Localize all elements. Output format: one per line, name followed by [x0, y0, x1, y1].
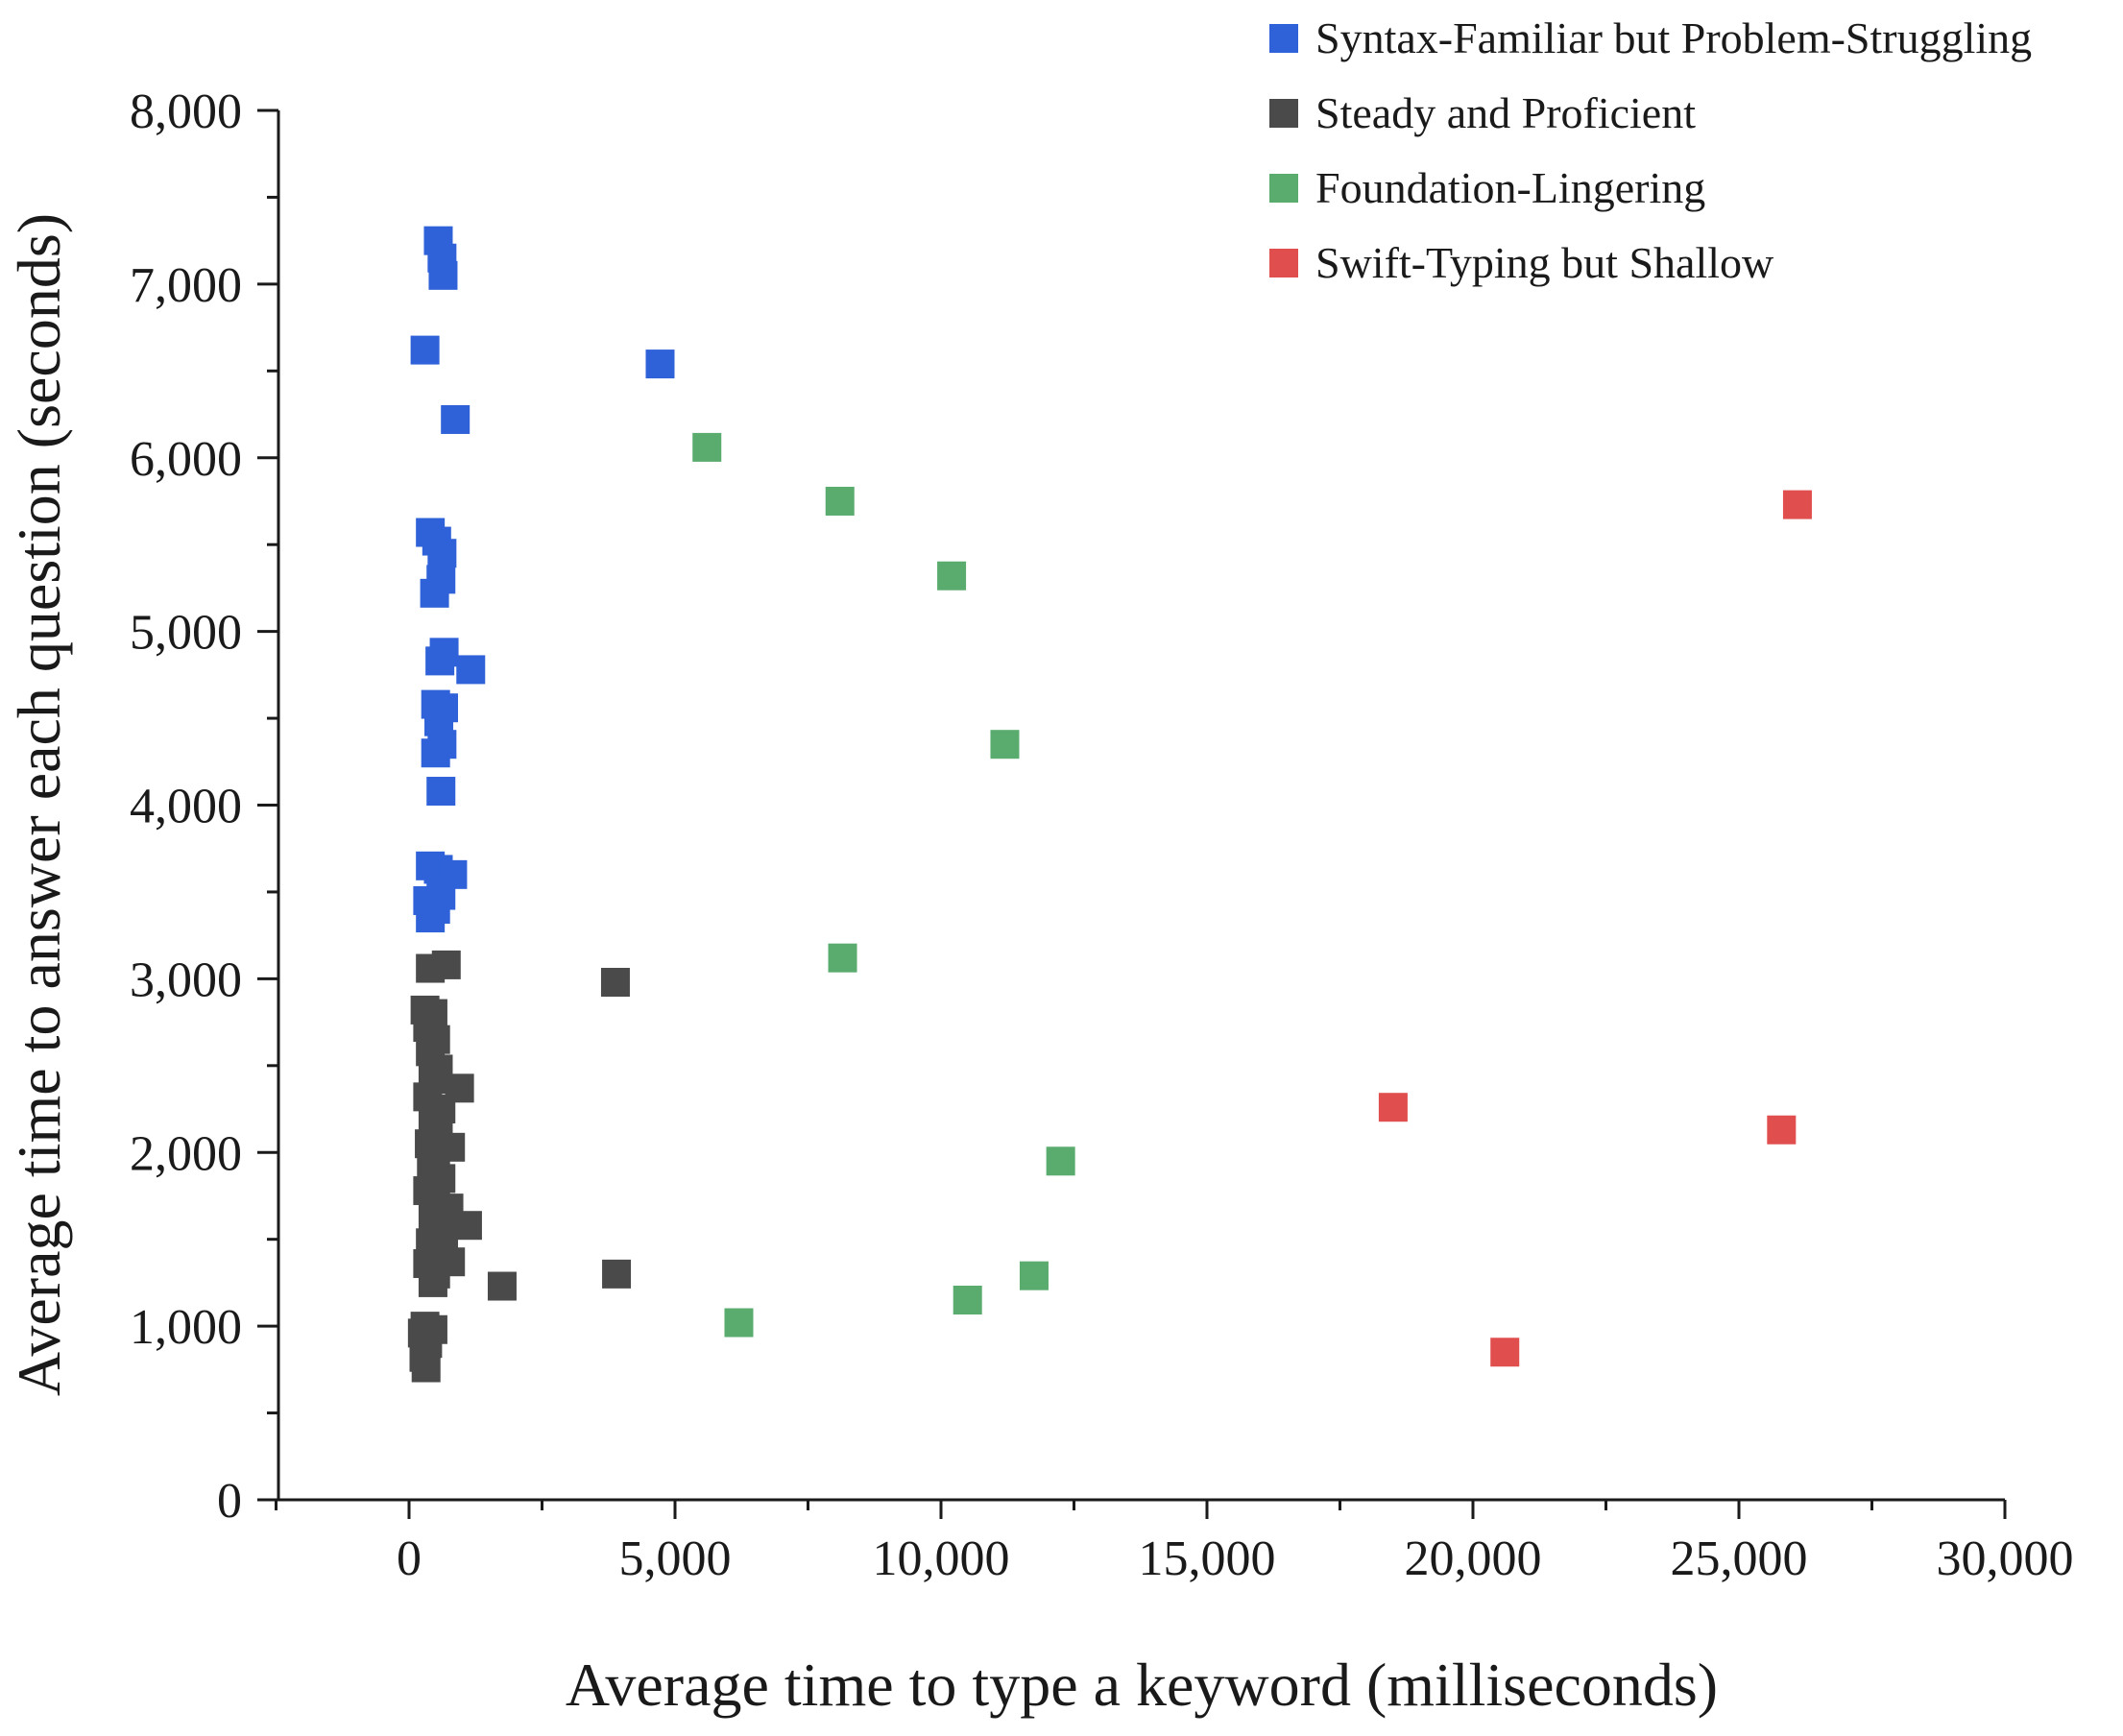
- y-tick-label: 2,000: [130, 1126, 242, 1181]
- data-point-swift-typing-but-shallow: [1767, 1115, 1797, 1145]
- data-point-syntax-familiar-but-problem-struggling: [420, 578, 449, 608]
- x-tick-label: 10,000: [873, 1531, 1010, 1586]
- data-point-syntax-familiar-but-problem-struggling: [427, 539, 457, 568]
- data-point-foundation-lingering: [692, 432, 722, 462]
- y-tick-label: 4,000: [130, 780, 242, 834]
- y-tick-label: 5,000: [130, 606, 242, 661]
- legend-label: Foundation-Lingering: [1315, 163, 1705, 212]
- data-point-steady-and-proficient: [602, 1259, 632, 1289]
- legend: Syntax-Familiar but Problem-Struggling St…: [1269, 13, 2032, 287]
- data-point-syntax-familiar-but-problem-struggling: [428, 260, 458, 290]
- data-point-syntax-familiar-but-problem-struggling: [426, 777, 456, 807]
- x-tick-label: 0: [397, 1531, 422, 1586]
- data-point-foundation-lingering: [990, 730, 1020, 760]
- x-tick-label: 20,000: [1405, 1531, 1542, 1586]
- data-point-syntax-familiar-but-problem-struggling: [410, 335, 440, 365]
- y-tick-label: 7,000: [130, 258, 242, 313]
- x-tick-label: 25,000: [1671, 1531, 1808, 1586]
- x-tick-label: 15,000: [1139, 1531, 1276, 1586]
- legend-swatch: [1269, 24, 1298, 53]
- legend-label: Syntax-Familiar but Problem-Struggling: [1315, 13, 2032, 62]
- data-point-swift-typing-but-shallow: [1490, 1338, 1520, 1367]
- x-tick-label: 5,000: [619, 1531, 732, 1586]
- y-tick-label: 0: [217, 1474, 242, 1529]
- data-point-steady-and-proficient: [487, 1271, 517, 1301]
- y-axis-ticks: 0 1,000 2,000 3,000 4,000 5,000 6,000 7,000 8,00…: [130, 84, 278, 1529]
- data-point-foundation-lingering: [953, 1285, 982, 1314]
- plot-area: 0 1,000 2,000 3,000 4,000 5,000 6,000 7,000 8,00…: [130, 84, 2074, 1586]
- data-point-foundation-lingering: [937, 561, 967, 591]
- data-point-foundation-lingering: [825, 486, 855, 516]
- data-point-steady-and-proficient: [600, 967, 630, 997]
- y-tick-label: 6,000: [130, 432, 242, 487]
- data-point-syntax-familiar-but-problem-struggling: [421, 738, 450, 768]
- legend-swatch: [1269, 249, 1298, 277]
- data-point-steady-and-proficient: [418, 1267, 447, 1297]
- y-axis-title: Average time to answer each question (se…: [5, 213, 73, 1396]
- data-point-foundation-lingering: [1046, 1146, 1075, 1176]
- y-tick-label: 3,000: [130, 952, 242, 1007]
- data-point-steady-and-proficient: [452, 1211, 482, 1241]
- legend-label: Steady and Proficient: [1315, 88, 1696, 137]
- data-point-syntax-familiar-but-problem-struggling: [441, 404, 470, 434]
- data-point-swift-typing-but-shallow: [1378, 1093, 1408, 1122]
- x-axis-title: Average time to type a keyword (millisec…: [566, 1651, 1718, 1719]
- data-point-foundation-lingering: [828, 943, 857, 973]
- x-axis-ticks: 0 5,000 10,000 15,000 20,000 25,000 30,000: [275, 1500, 2074, 1586]
- legend-swatch: [1269, 174, 1298, 203]
- data-point-steady-and-proficient: [411, 1353, 441, 1383]
- y-tick-label: 1,000: [130, 1300, 242, 1355]
- y-tick-label: 8,000: [130, 84, 242, 139]
- x-tick-label: 30,000: [1937, 1531, 2074, 1586]
- legend-swatch: [1269, 99, 1298, 128]
- data-point-steady-and-proficient: [431, 950, 461, 979]
- legend-label: Swift-Typing but Shallow: [1315, 238, 1774, 287]
- data-point-syntax-familiar-but-problem-struggling: [645, 350, 675, 379]
- data-point-foundation-lingering: [724, 1308, 754, 1338]
- data-point-swift-typing-but-shallow: [1782, 490, 1812, 519]
- data-points: [407, 226, 1812, 1383]
- data-point-foundation-lingering: [1019, 1261, 1049, 1290]
- data-point-syntax-familiar-but-problem-struggling: [416, 904, 446, 933]
- data-point-syntax-familiar-but-problem-struggling: [425, 646, 455, 676]
- data-point-syntax-familiar-but-problem-struggling: [456, 655, 486, 685]
